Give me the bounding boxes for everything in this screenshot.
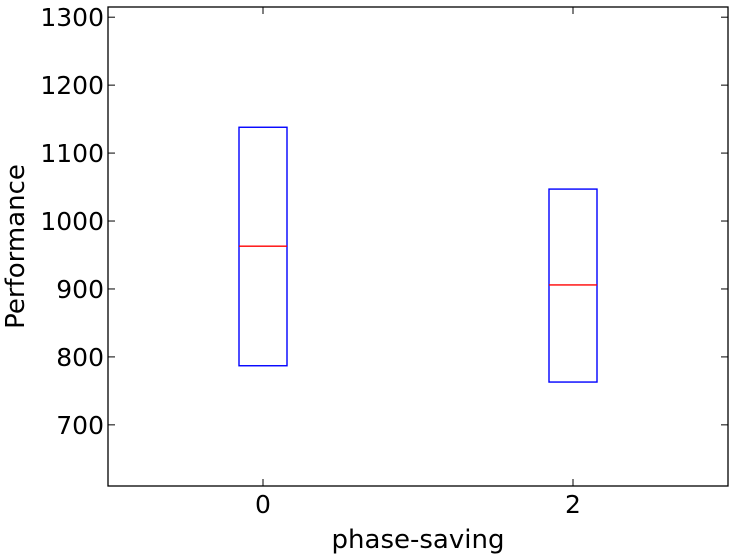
x-axis-label: phase-saving [332,525,505,555]
x-tick-label: 0 [255,490,271,519]
y-tick-label: 700 [56,411,104,440]
y-tick-label: 1200 [40,71,104,100]
x-tick-label: 2 [565,490,581,519]
y-tick-label: 1100 [40,139,104,168]
y-axis-label: Performance [1,164,31,329]
y-tick-label: 900 [56,275,104,304]
y-tick-label: 1000 [40,207,104,236]
y-tick-label: 800 [56,343,104,372]
ticks-layer: 700 800 900 1000 1100 1200 1300 0 2 [40,3,728,519]
plot-area-frame [107,6,729,487]
boxes-layer [238,126,598,383]
y-tick-label: 1300 [40,3,104,32]
